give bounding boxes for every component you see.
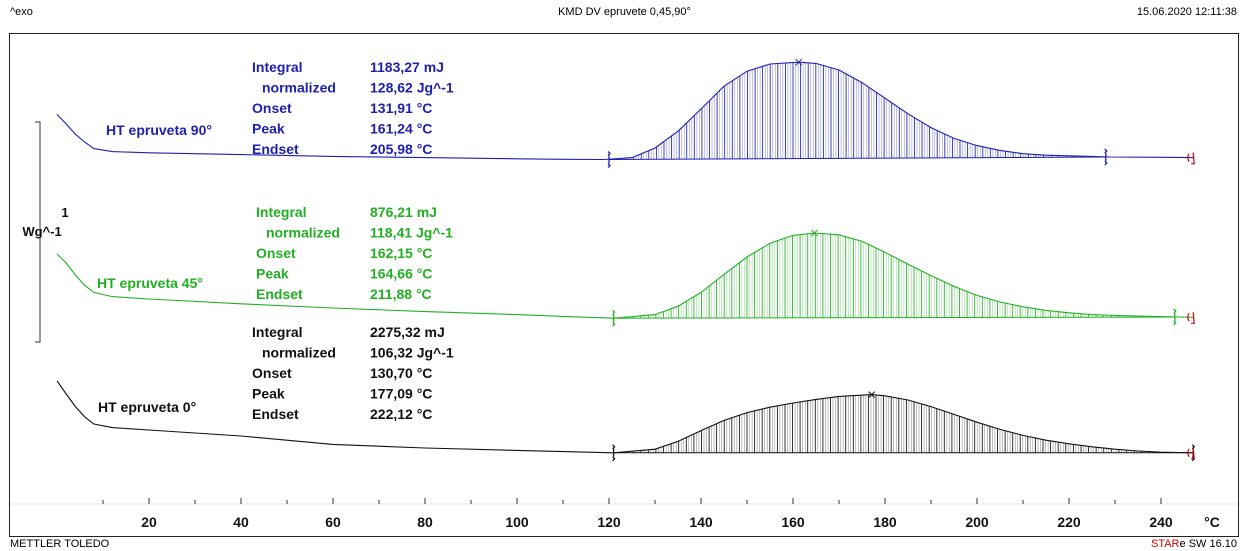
x-tick-label: 100 xyxy=(505,514,529,530)
integration-limit-marker xyxy=(1104,148,1108,166)
result-label-normalized: normalized xyxy=(262,80,336,96)
series-name: HT epruveta 0° xyxy=(98,399,196,415)
result-value-onset: 162,15 °C xyxy=(370,245,432,261)
result-label-normalized: normalized xyxy=(266,225,340,241)
integration-baseline xyxy=(608,156,1106,161)
result-value-integral: 876,21 mJ xyxy=(370,204,437,220)
manufacturer-label: METTLER TOLEDO xyxy=(10,538,110,550)
integration-limit-marker xyxy=(607,151,611,168)
result-value-endset: 211,88 °C xyxy=(370,286,432,302)
plot-frame: 20 40 60 80 100 120 140 160 180 200 220 240 °C 1 Wg^-1… xyxy=(9,33,1239,537)
result-value-normalized: 128,62 Jg^-1 xyxy=(370,80,454,96)
x-tick-label: 60 xyxy=(325,514,341,530)
result-value-normalized: 118,41 Jg^-1 xyxy=(370,225,453,241)
x-tick-label: 180 xyxy=(873,514,897,530)
x-tick-label: 200 xyxy=(965,514,989,530)
series-name: HT epruveta 45° xyxy=(97,275,203,291)
result-value-integral: 1183,27 mJ xyxy=(370,59,444,75)
result-label-integral: Integral xyxy=(252,59,303,75)
result-label-endset: Endset xyxy=(256,286,303,302)
x-tick-label: 220 xyxy=(1057,514,1081,530)
peak-marker xyxy=(811,229,818,237)
peak-marker xyxy=(868,391,875,398)
software-brand: STAR xyxy=(1150,538,1180,550)
software-version: STARe SW 16.10 xyxy=(1151,538,1237,550)
curve-end-marker xyxy=(1187,447,1195,460)
result-value-peak: 164,66 °C xyxy=(370,266,432,282)
result-label-endset: Endset xyxy=(252,141,299,157)
x-tick-label: 80 xyxy=(417,514,433,530)
scale-bar xyxy=(35,121,41,343)
peak-marker xyxy=(795,58,803,66)
series-2 xyxy=(56,380,1196,462)
result-label-peak: Peak xyxy=(256,266,289,282)
result-label-integral: Integral xyxy=(252,324,303,340)
integration-limit-marker xyxy=(612,309,616,327)
x-tick-label: 40 xyxy=(233,514,249,530)
curve-end-marker xyxy=(1187,152,1195,165)
integration-limit-marker xyxy=(612,444,616,462)
x-tick-label: 160 xyxy=(781,514,805,530)
result-value-endset: 222,12 °C xyxy=(370,406,432,422)
curve-end-marker xyxy=(1187,312,1195,324)
result-value-peak: 161,24 °C xyxy=(370,121,432,137)
result-value-integral: 2275,32 mJ xyxy=(370,324,445,340)
dsc-chart: 20 40 60 80 100 120 140 160 180 200 220 240 °C 1Wg^-1… xyxy=(10,58,1238,530)
result-label-peak: Peak xyxy=(252,386,285,402)
software-version-text: e SW 16.10 xyxy=(1179,538,1237,550)
result-label-onset: Onset xyxy=(256,245,296,261)
result-value-normalized: 106,32 Jg^-1 xyxy=(370,345,454,361)
result-value-onset: 130,70 °C xyxy=(370,365,432,381)
x-tick-label: 140 xyxy=(689,514,713,530)
integration-baseline xyxy=(613,316,1175,319)
exo-direction-label: ^exo xyxy=(10,6,33,18)
x-tick-label: 240 xyxy=(1149,514,1173,530)
integration-limit-marker xyxy=(1173,308,1177,326)
result-label-peak: Peak xyxy=(252,121,285,137)
datetime-stamp: 15.06.2020 12:11:38 xyxy=(1136,6,1237,18)
series-1 xyxy=(56,229,1195,327)
result-label-endset: Endset xyxy=(252,406,299,422)
scale-bar-value: 1 xyxy=(61,205,68,220)
series-line xyxy=(56,232,1194,319)
result-label-onset: Onset xyxy=(252,100,292,116)
x-tick-label: 120 xyxy=(597,514,621,530)
scale-bar-unit: Wg^-1 xyxy=(22,224,61,239)
series-line xyxy=(56,380,1194,454)
result-value-peak: 177,09 °C xyxy=(370,386,432,402)
result-label-integral: Integral xyxy=(256,204,307,220)
x-axis-unit: °C xyxy=(1204,514,1220,530)
series-0 xyxy=(56,58,1195,168)
x-tick-label: 20 xyxy=(141,514,157,530)
result-value-onset: 131,91 °C xyxy=(370,100,432,116)
chart-title: KMD DV epruvete 0,45,90° xyxy=(558,6,691,18)
series-line xyxy=(56,61,1194,161)
series-name: HT epruveta 90° xyxy=(106,122,212,138)
result-value-endset: 205,98 °C xyxy=(370,141,432,157)
result-label-onset: Onset xyxy=(252,365,292,381)
result-label-normalized: normalized xyxy=(262,345,336,361)
